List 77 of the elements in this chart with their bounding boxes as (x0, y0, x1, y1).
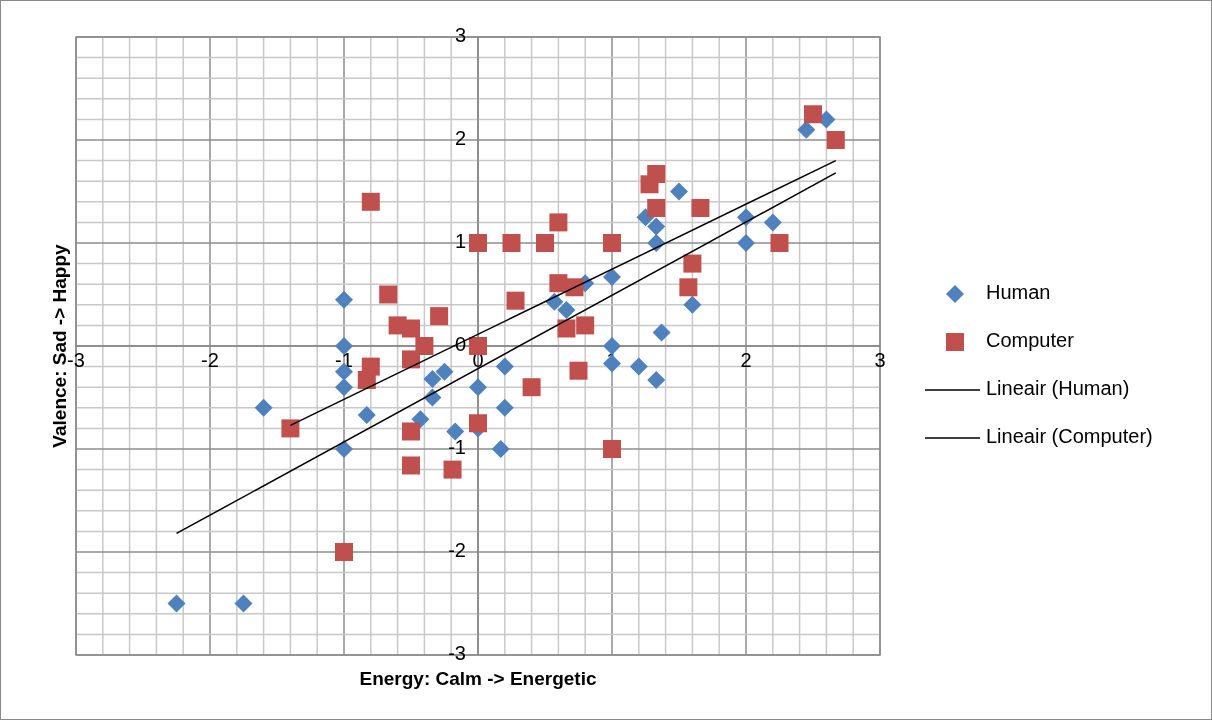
point (549, 213, 568, 232)
point (361, 192, 380, 211)
point (603, 337, 621, 355)
point (357, 370, 376, 389)
point (495, 357, 514, 376)
point (402, 319, 420, 338)
y-tick-label: -3 (448, 642, 466, 665)
point (402, 456, 420, 475)
point (469, 414, 487, 433)
y-tick-label: -2 (448, 539, 466, 562)
point (335, 378, 353, 397)
point (647, 370, 666, 389)
point (506, 291, 525, 310)
point (691, 198, 710, 217)
point (679, 278, 698, 297)
point (770, 234, 789, 252)
point (647, 164, 666, 183)
y-tick-label: -1 (448, 436, 466, 459)
point (737, 234, 755, 252)
point (804, 105, 822, 124)
point (569, 361, 588, 380)
point (603, 234, 621, 252)
point (254, 398, 273, 417)
point (234, 594, 253, 613)
point (536, 234, 554, 252)
y-tick-label: 2 (454, 127, 466, 150)
x-tick-label: -2 (201, 349, 219, 372)
point (435, 362, 454, 381)
point (647, 198, 666, 217)
legend-label: Human (986, 281, 1051, 304)
point (469, 234, 487, 252)
point (557, 300, 576, 319)
point (443, 460, 462, 479)
point (402, 422, 420, 441)
point (763, 213, 782, 232)
y-tick-label: 1 (454, 230, 466, 253)
point (379, 285, 398, 304)
point (167, 594, 186, 613)
point (415, 337, 434, 355)
point (522, 378, 541, 397)
point (652, 323, 671, 342)
point (335, 337, 353, 355)
point (603, 267, 621, 286)
point (826, 131, 845, 149)
y-tick-label: 3 (454, 24, 466, 47)
legend-label: Lineair (Computer) (986, 425, 1153, 448)
point (603, 440, 621, 458)
point (603, 354, 621, 373)
point (683, 254, 702, 273)
point (469, 337, 487, 355)
point (629, 357, 648, 376)
point (446, 422, 465, 441)
point (670, 182, 688, 201)
point (491, 440, 510, 458)
point (357, 406, 376, 425)
point (402, 350, 420, 369)
point (281, 419, 300, 438)
legend-label: Computer (986, 329, 1075, 352)
point (495, 398, 514, 417)
point (576, 316, 595, 335)
point (469, 378, 487, 397)
point (335, 290, 353, 309)
point (423, 369, 442, 388)
point (647, 217, 666, 236)
x-axis-title: Energy: Calm -> Energetic (359, 668, 597, 689)
x-tick-label: -3 (67, 349, 85, 372)
point (335, 440, 353, 458)
point (565, 278, 584, 297)
point (430, 307, 449, 326)
point (557, 319, 576, 338)
x-tick-label: 2 (740, 349, 752, 372)
point (335, 543, 353, 561)
point (683, 295, 702, 314)
point (502, 234, 521, 252)
x-tick-label: 3 (874, 349, 886, 372)
legend-label: Lineair (Human) (986, 377, 1130, 400)
point (549, 274, 568, 293)
